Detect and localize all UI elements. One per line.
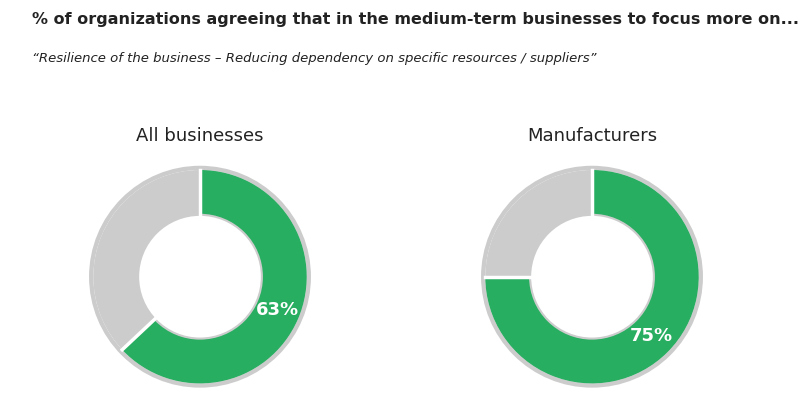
Text: 63%: 63% xyxy=(256,301,299,319)
Text: % of organizations agreeing that in the medium-term businesses to focus more on.: % of organizations agreeing that in the … xyxy=(32,12,799,27)
Wedge shape xyxy=(486,170,698,383)
Wedge shape xyxy=(94,170,306,383)
Text: “Resilience of the business – Reducing dependency on specific resources / suppli: “Resilience of the business – Reducing d… xyxy=(32,52,597,64)
Wedge shape xyxy=(122,170,306,383)
Circle shape xyxy=(530,215,654,339)
Wedge shape xyxy=(486,170,698,383)
Circle shape xyxy=(138,215,262,339)
Circle shape xyxy=(481,166,703,388)
Circle shape xyxy=(486,170,698,383)
Circle shape xyxy=(94,170,306,383)
Text: 75%: 75% xyxy=(630,328,673,345)
Circle shape xyxy=(89,166,311,388)
Text: All businesses: All businesses xyxy=(136,126,264,145)
Text: Manufacturers: Manufacturers xyxy=(527,126,657,145)
